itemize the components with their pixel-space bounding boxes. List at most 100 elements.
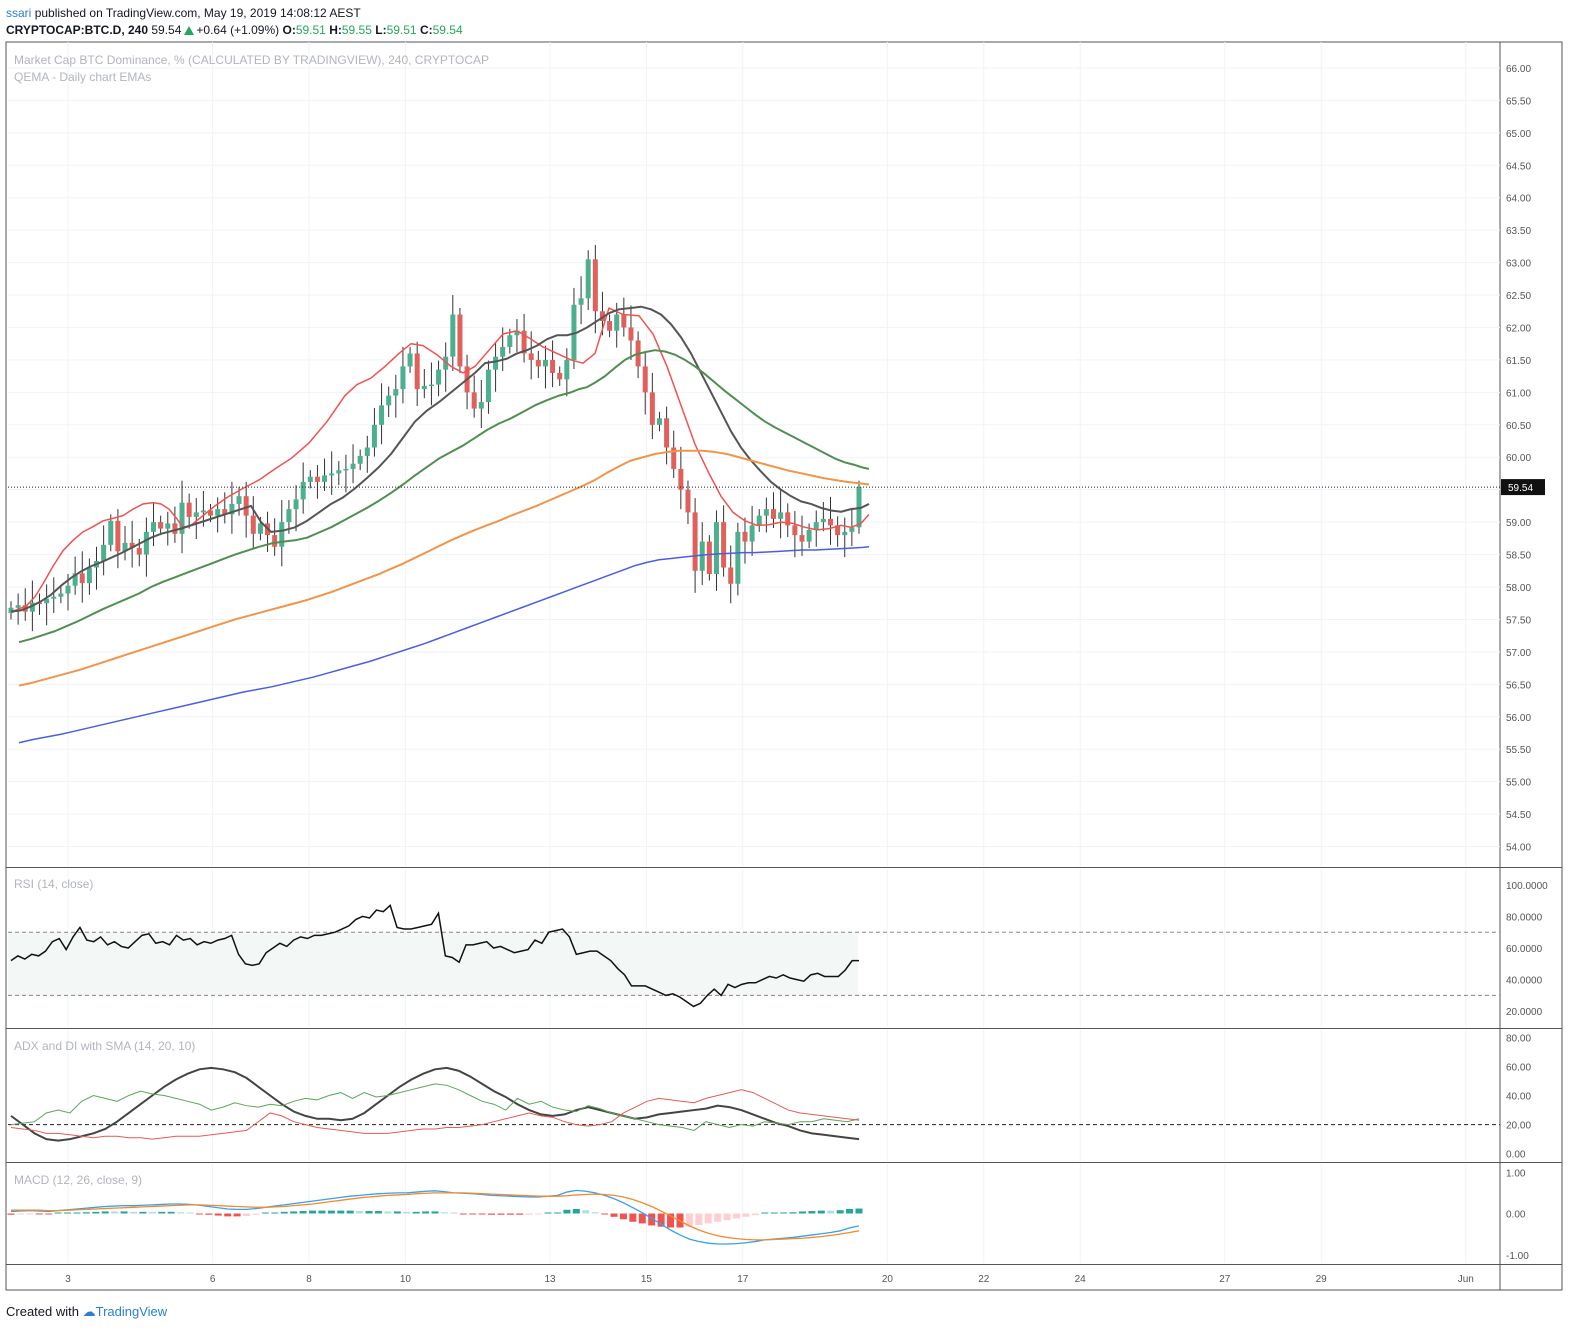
macd-tick-label: -1.00 — [1506, 1251, 1529, 1262]
adx-title: ADX and DI with SMA (14, 20, 10) — [14, 1039, 195, 1053]
candle-body — [193, 512, 199, 517]
candle-body — [550, 359, 556, 373]
candle-body — [664, 418, 670, 448]
candle-body — [436, 369, 442, 385]
macd-hist-bar — [327, 1210, 335, 1214]
macd-hist-bar — [205, 1213, 213, 1215]
candle-body — [678, 468, 684, 490]
macd-hist-bar — [233, 1213, 241, 1217]
price-tick-label: 61.00 — [1506, 388, 1531, 399]
candle-body — [58, 593, 64, 597]
macd-hist-bar — [780, 1212, 788, 1214]
macd-hist-bar — [92, 1211, 100, 1214]
macd-hist-bar — [356, 1211, 364, 1214]
candle-body — [179, 502, 185, 534]
candle-body — [136, 548, 142, 555]
candle-body — [15, 605, 21, 608]
macd-hist-bar — [422, 1211, 430, 1214]
macd-hist-bar — [158, 1211, 166, 1214]
macd-hist-bar — [7, 1213, 15, 1215]
price-tick-label: 56.50 — [1506, 680, 1531, 691]
adx-tick-label: 40.00 — [1506, 1092, 1531, 1103]
price-tick-label: 54.50 — [1506, 810, 1531, 821]
candle-body — [557, 372, 563, 380]
candle-body — [656, 418, 662, 425]
candle-body — [236, 496, 242, 504]
candle-body — [763, 509, 769, 516]
candle-body — [350, 463, 356, 469]
time-tick-label: 8 — [306, 1274, 312, 1285]
macd-hist-bar — [535, 1213, 543, 1215]
chart-frame — [5, 41, 1563, 1291]
time-tick-label: 29 — [1316, 1274, 1328, 1285]
macd-hist-bar — [346, 1210, 354, 1214]
candle-body — [86, 567, 92, 584]
time-tick-label: 20 — [882, 1274, 894, 1285]
macd-hist-bar — [789, 1212, 797, 1214]
price-tick-label: 65.00 — [1506, 129, 1531, 140]
macd-hist-bar — [120, 1211, 128, 1214]
candle-body — [471, 392, 477, 409]
ema-line-1 — [10, 307, 870, 613]
candle-body — [628, 327, 634, 341]
open-value: 59.51 — [295, 23, 326, 37]
candle-body — [528, 353, 534, 360]
candle-body — [243, 496, 249, 516]
macd-hist-bar — [488, 1213, 496, 1215]
published-text: published on TradingView.com, May 19, 20… — [34, 6, 361, 20]
candle-body — [37, 602, 43, 605]
candle-body — [300, 481, 306, 500]
macd-hist-bar — [638, 1213, 646, 1224]
up-arrow-icon — [184, 26, 195, 35]
macd-hist-bar — [186, 1212, 194, 1214]
macd-hist-bar — [73, 1212, 81, 1214]
time-tick-label: 17 — [737, 1274, 749, 1285]
candle-body — [642, 366, 648, 393]
close-value: 59.54 — [432, 23, 463, 37]
candle-body — [685, 489, 691, 513]
macd-tick-label: 0.00 — [1506, 1210, 1526, 1221]
price-tick-label: 63.00 — [1506, 259, 1531, 270]
author-link[interactable]: ssari — [6, 6, 32, 20]
tradingview-link[interactable]: TradingView — [95, 1304, 168, 1319]
macd-hist-bar — [563, 1209, 571, 1214]
candle-body — [649, 392, 655, 425]
candle-body — [386, 395, 392, 406]
macd-hist-bar — [648, 1213, 656, 1226]
publish-line: ssari published on TradingView.com, May … — [6, 6, 361, 20]
macd-hist-bar — [64, 1212, 72, 1214]
macd-hist-bar — [629, 1213, 637, 1222]
candle-body — [507, 335, 513, 347]
macd-title: MACD (12, 26, close, 9) — [14, 1173, 142, 1187]
candle-body — [578, 298, 584, 305]
candle-body — [778, 512, 784, 519]
price-tick-label: 59.00 — [1506, 518, 1531, 529]
macd-hist-bar — [26, 1213, 34, 1215]
candle-body — [286, 509, 292, 523]
macd-hist-bar — [82, 1212, 90, 1214]
macd-hist-bar — [572, 1208, 580, 1214]
macd-line — [10, 1189, 860, 1245]
time-tick-label: 15 — [641, 1274, 653, 1285]
candle-body — [200, 510, 206, 513]
candle-body — [357, 455, 363, 464]
adx-series-line-2 — [10, 1083, 860, 1131]
candle-body — [250, 515, 256, 534]
macd-hist-bar — [742, 1213, 750, 1217]
candle-body — [143, 531, 149, 555]
price-tick-label: 64.00 — [1506, 194, 1531, 205]
candle-body — [785, 512, 791, 526]
macd-hist-bar — [177, 1212, 185, 1214]
candle-body — [521, 330, 527, 354]
rsi-tick-label: 80.0000 — [1506, 912, 1543, 923]
macd-hist-bar — [243, 1213, 251, 1216]
price-tick-label: 60.00 — [1506, 453, 1531, 464]
candle-body — [336, 470, 342, 474]
price-tick-label: 64.50 — [1506, 161, 1531, 172]
macd-tick-label: 1.00 — [1506, 1168, 1526, 1179]
macd-hist-bar — [770, 1212, 778, 1214]
adx-series-line-3 — [10, 1089, 860, 1140]
macd-hist-bar — [497, 1213, 505, 1215]
candle-body — [72, 573, 78, 586]
